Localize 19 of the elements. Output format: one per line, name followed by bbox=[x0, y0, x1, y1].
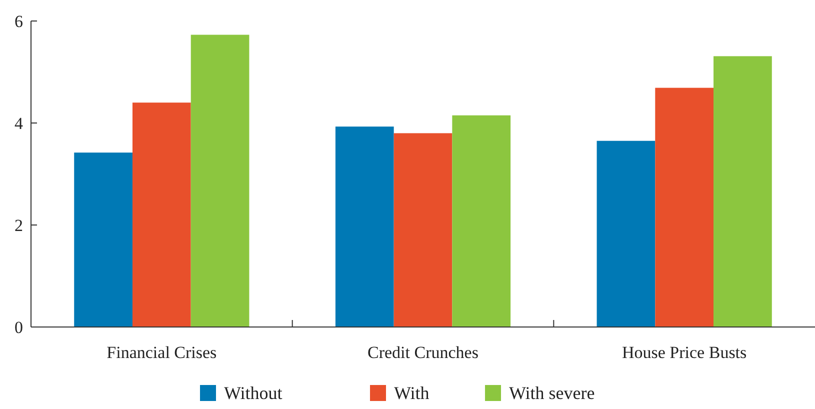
bar bbox=[335, 126, 394, 327]
legend-label: With bbox=[394, 383, 430, 403]
bar bbox=[132, 102, 191, 327]
x-tick-label: Credit Crunches bbox=[368, 343, 478, 362]
bar bbox=[452, 115, 511, 327]
bar bbox=[596, 140, 656, 327]
x-tick-label: House Price Busts bbox=[622, 343, 747, 362]
bar bbox=[190, 34, 250, 327]
bar bbox=[655, 88, 714, 327]
legend-label: Without bbox=[224, 383, 282, 403]
y-tick-label: 6 bbox=[14, 12, 23, 31]
y-tick-label: 4 bbox=[14, 114, 24, 133]
y-tick-label: 0 bbox=[14, 318, 23, 337]
x-tick-label: Financial Crises bbox=[106, 343, 217, 362]
bar bbox=[74, 152, 132, 327]
bar bbox=[394, 133, 452, 327]
legend-label: With severe bbox=[509, 383, 595, 403]
bar bbox=[714, 56, 772, 327]
y-tick-label: 2 bbox=[14, 216, 23, 235]
